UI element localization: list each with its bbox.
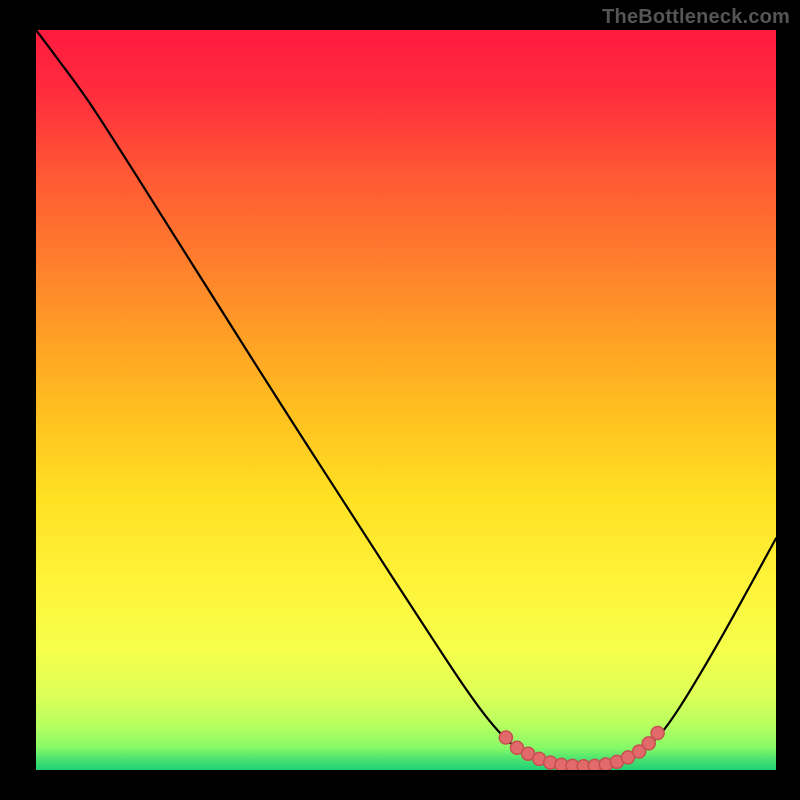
gradient-background bbox=[36, 30, 776, 770]
watermark-text: TheBottleneck.com bbox=[602, 6, 790, 29]
plot-area bbox=[36, 30, 776, 770]
chart-stage: TheBottleneck.com bbox=[0, 0, 800, 800]
